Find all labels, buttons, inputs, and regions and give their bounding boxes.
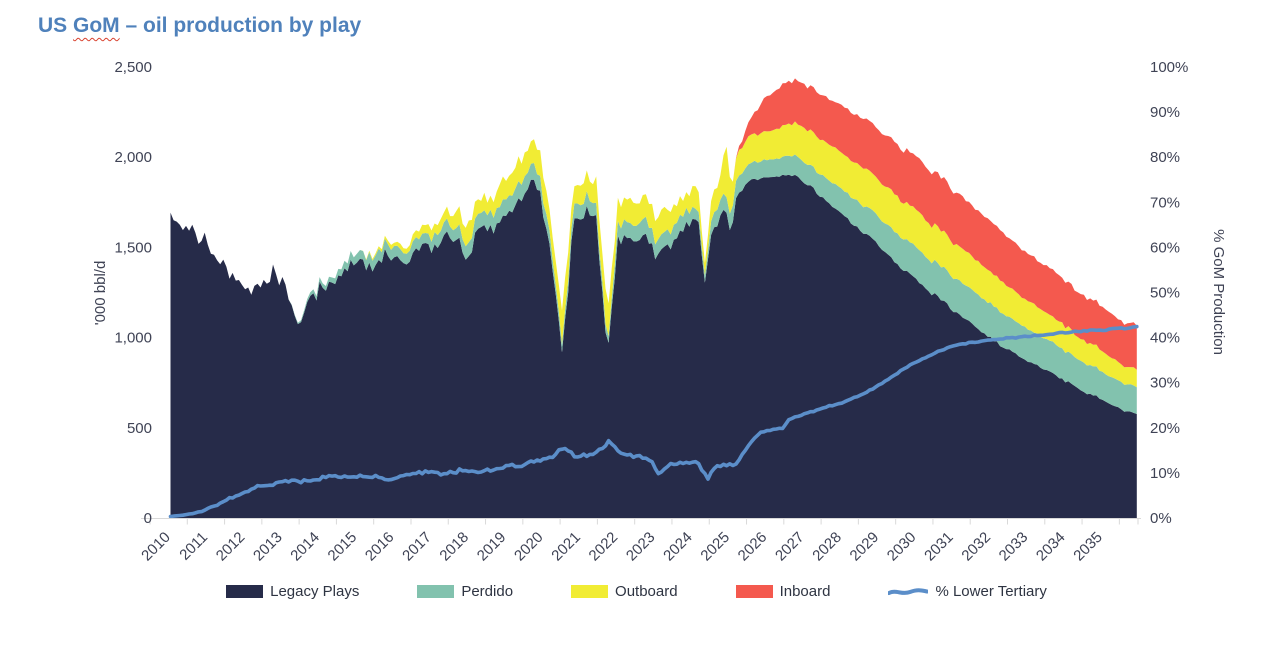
x-tick-label: 2018 xyxy=(436,529,472,565)
chart-title: US GoM – oil production by play xyxy=(38,14,361,38)
area-perdido xyxy=(170,154,1137,414)
y-left-tick-label: 500 xyxy=(127,420,152,437)
x-tick-label: 2032 xyxy=(958,529,994,565)
legacy-plays-swatch-icon xyxy=(226,585,264,598)
x-tick-label: 2012 xyxy=(213,529,249,565)
x-tick-label: 2033 xyxy=(996,529,1032,565)
legend-item-inboard: Inboard xyxy=(735,583,831,600)
x-tick-label: 2030 xyxy=(884,529,920,565)
y-left-tick-label: 0 xyxy=(144,510,152,527)
y-right-tick-label: 50% xyxy=(1150,285,1180,302)
title-word-gom-spellcheck: GoM xyxy=(73,14,120,37)
line-lower-tertiary xyxy=(168,324,1139,519)
left-axis-title: '000 bbl/d xyxy=(92,261,109,326)
x-tick-label: 2013 xyxy=(250,529,286,565)
y-right-tick-label: 40% xyxy=(1150,330,1180,347)
legend-item-lower-tertiary: % Lower Tertiary xyxy=(888,583,1047,600)
x-tick-label: 2027 xyxy=(772,529,808,565)
legend-item-outboard: Outboard xyxy=(571,583,678,600)
y-right-tick-label: 10% xyxy=(1150,465,1180,482)
x-tick-label: 2029 xyxy=(847,529,883,565)
area-legacy-plays xyxy=(170,174,1137,518)
y-right-tick-label: 0% xyxy=(1150,510,1172,527)
legend-label: % Lower Tertiary xyxy=(935,583,1047,600)
y-right-tick-label: 90% xyxy=(1150,104,1180,121)
x-tick-label: 2011 xyxy=(176,529,211,564)
area-inboard xyxy=(170,78,1137,370)
x-tick-label: 2022 xyxy=(586,529,622,565)
x-tick-label: 2028 xyxy=(809,529,845,565)
x-tick-label: 2017 xyxy=(399,529,435,565)
outboard-swatch-icon xyxy=(571,585,609,598)
legend-label: Outboard xyxy=(615,583,678,600)
x-tick-label: 2023 xyxy=(623,529,659,565)
x-tick-label: 2021 xyxy=(548,529,584,565)
y-left-tick-label: 2,500 xyxy=(114,59,152,76)
x-tick-label: 2025 xyxy=(697,529,733,565)
x-tick-label: 2031 xyxy=(921,529,957,565)
y-right-tick-label: 20% xyxy=(1150,420,1180,437)
y-left-tick-label: 2,000 xyxy=(114,149,152,166)
y-left-tick-label: 1,500 xyxy=(114,239,152,256)
y-left-tick-label: 1,000 xyxy=(114,330,152,347)
legend-label: Legacy Plays xyxy=(270,583,360,600)
legend-label: Inboard xyxy=(779,583,831,600)
x-tick-label: 2035 xyxy=(1070,529,1106,565)
y-axis-left: 0 500 1,000 1,500 2,000 2,500 xyxy=(114,59,152,527)
inboard-swatch-icon xyxy=(735,585,773,598)
x-tick-label: 2016 xyxy=(362,529,398,565)
x-tick-label: 2026 xyxy=(735,529,771,565)
y-right-tick-label: 80% xyxy=(1150,149,1180,166)
y-right-tick-label: 60% xyxy=(1150,239,1180,256)
title-rest: – oil production by play xyxy=(119,14,362,37)
y-right-tick-label: 30% xyxy=(1150,375,1180,392)
lower-tertiary-line-icon xyxy=(888,587,929,595)
x-tick-label: 2024 xyxy=(660,529,696,565)
y-axis-right: 0% 10% 20% 30% 40% 50% 60% 70% 80% 90% 100% xyxy=(1150,59,1188,527)
x-tick-label: 2020 xyxy=(511,529,547,565)
x-tick-label: 2010 xyxy=(138,529,174,565)
x-tick-label: 2034 xyxy=(1033,529,1069,565)
x-tick-label: 2019 xyxy=(474,529,510,565)
title-word-us: US xyxy=(38,14,74,37)
x-tick-label: 2015 xyxy=(325,529,361,565)
x-tick-label: 2014 xyxy=(287,529,323,565)
legend-item-legacy-plays: Legacy Plays xyxy=(226,583,359,600)
plot-area xyxy=(168,78,1139,519)
legend-label: Perdido xyxy=(461,583,514,600)
x-axis: 2010 2011 2012 2013 2014 2015 2016 2017 2018 2019… xyxy=(138,518,1141,565)
right-axis-title: % GoM Production xyxy=(1210,229,1227,355)
legend-item-perdido: Perdido xyxy=(417,583,513,600)
y-right-tick-label: 100% xyxy=(1150,59,1188,76)
area-outboard xyxy=(170,121,1137,388)
y-right-tick-label: 70% xyxy=(1150,194,1180,211)
perdido-swatch-icon xyxy=(417,585,455,598)
chart-legend: Legacy Plays Perdido Outboard Inboard % … xyxy=(0,583,1273,600)
